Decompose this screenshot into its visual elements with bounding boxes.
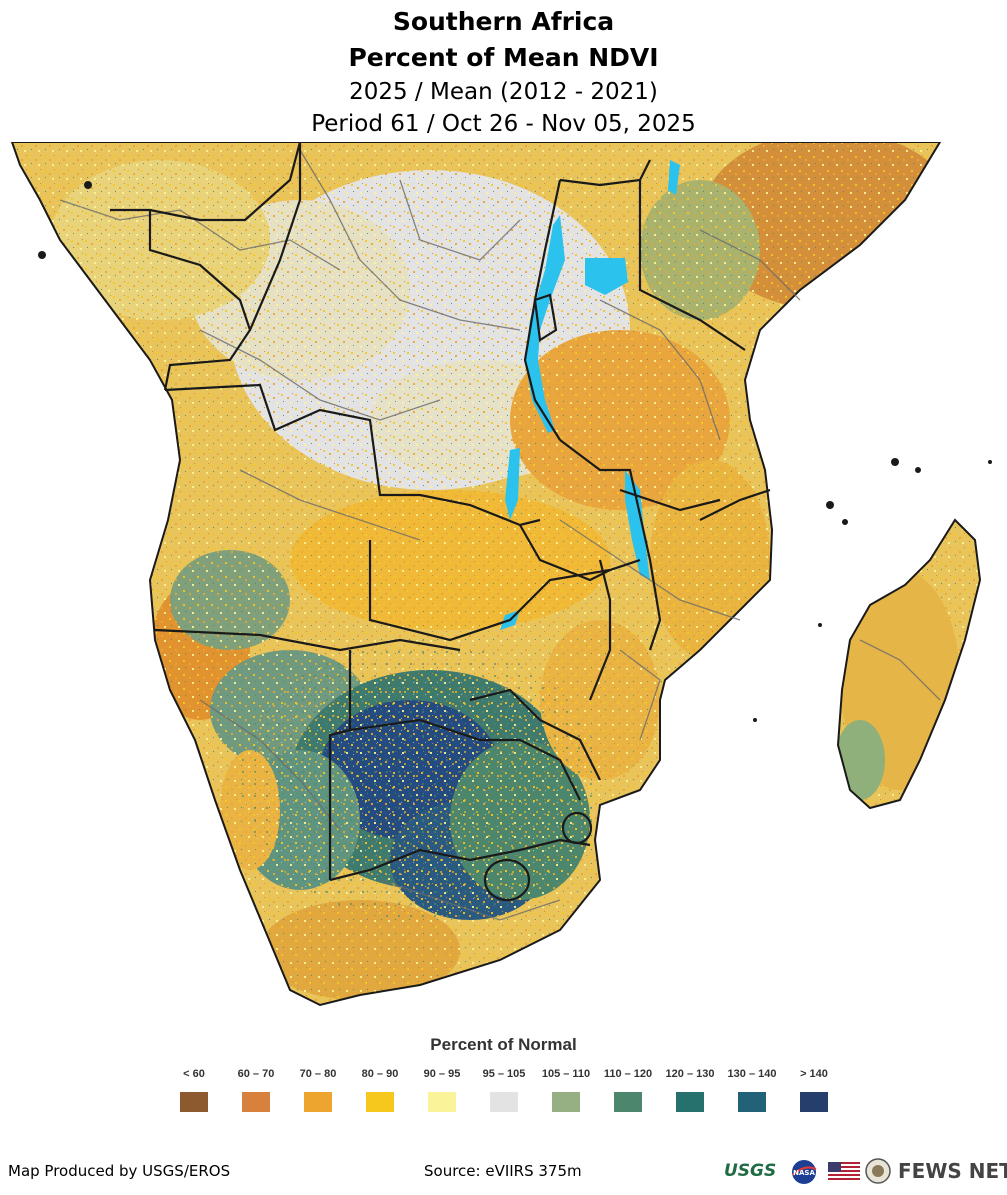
legend-item: 70 – 80 <box>288 1068 348 1112</box>
legend-item-label: 70 – 80 <box>299 1068 337 1080</box>
logo-strip: USGS NASA FEWS NET <box>720 1155 1007 1187</box>
legend-swatch <box>552 1092 580 1112</box>
legend-swatch <box>242 1092 270 1112</box>
map-title-region: Southern Africa <box>392 7 615 36</box>
legend-item-label: > 140 <box>800 1068 828 1080</box>
legend-item: 95 – 105 <box>474 1068 534 1112</box>
legend-item: > 140 <box>784 1068 844 1112</box>
legend-swatch <box>614 1092 642 1112</box>
legend-item: 120 – 130 <box>660 1068 720 1112</box>
legend-swatch <box>304 1092 332 1112</box>
nasa-logo-icon: NASA <box>792 1160 817 1184</box>
map-title-product: Percent of Mean NDVI <box>348 43 659 72</box>
legend-swatch <box>800 1092 828 1112</box>
usgs-logo: USGS <box>724 1161 777 1181</box>
data-source: Source: eVIIRS 375m <box>424 1162 582 1180</box>
legend-title: Percent of Normal <box>430 1035 577 1054</box>
ndvi-map <box>11 142 992 1006</box>
state-dept-seal-icon <box>865 1158 891 1184</box>
legend-swatch <box>676 1092 704 1112</box>
legend-item: 80 – 90 <box>350 1068 410 1112</box>
islands <box>38 181 992 722</box>
legend-item-label: 120 – 130 <box>665 1068 715 1080</box>
svg-text:NASA: NASA <box>793 1169 815 1177</box>
legend-item-label: 60 – 70 <box>237 1068 275 1080</box>
legend-item-label: 110 – 120 <box>603 1068 653 1080</box>
map-credit: Map Produced by USGS/EROS <box>8 1162 231 1180</box>
map-title-block: Southern Africa Percent of Mean NDVI 202… <box>0 4 1007 140</box>
legend-item-label: 130 – 140 <box>727 1068 777 1080</box>
land-fill <box>12 142 980 1005</box>
legend-swatch <box>738 1092 766 1112</box>
national-borders <box>110 142 771 902</box>
legend-item-label: 105 – 110 <box>541 1068 591 1080</box>
legend-item: 60 – 70 <box>226 1068 286 1112</box>
legend-item: 90 – 95 <box>412 1068 472 1112</box>
map-subtitle-comparison: 2025 / Mean (2012 - 2021) <box>349 79 658 105</box>
legend-swatch <box>180 1092 208 1112</box>
legend-item: 110 – 120 <box>598 1068 658 1112</box>
legend-item: 130 – 140 <box>722 1068 782 1112</box>
us-flag-icon <box>828 1162 860 1182</box>
legend-swatch <box>366 1092 394 1112</box>
legend-item-label: 90 – 95 <box>423 1068 461 1080</box>
legend-item: < 60 <box>164 1068 224 1112</box>
legend-swatch <box>428 1092 456 1112</box>
map-subtitle-period: Period 61 / Oct 26 - Nov 05, 2025 <box>311 111 696 137</box>
legend-swatch <box>490 1092 518 1112</box>
legend-item-label: < 60 <box>183 1068 205 1080</box>
legend-item-label: 80 – 90 <box>361 1068 399 1080</box>
admin-boundaries <box>59 149 941 921</box>
fewsnet-logo: FEWS NET <box>898 1159 1007 1183</box>
legend-item: 105 – 110 <box>536 1068 596 1112</box>
legend-item-label: 95 – 105 <box>482 1068 526 1080</box>
